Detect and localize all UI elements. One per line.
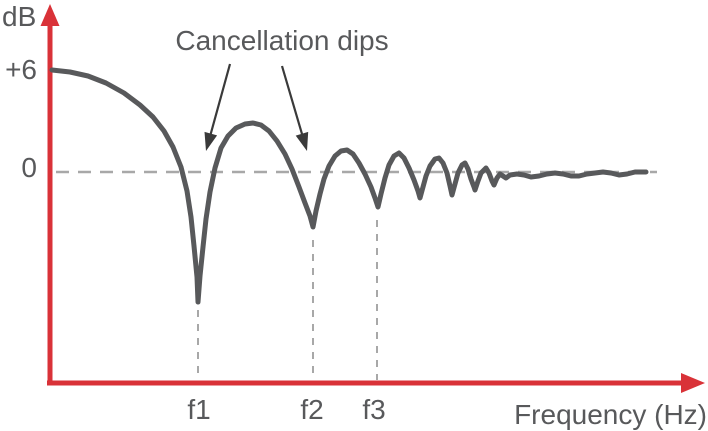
annotation-arrowhead-icon-right [295, 131, 309, 151]
xtick-f1-label: f1 [187, 394, 211, 425]
annotation-arrows [204, 63, 309, 151]
annotation-arrowhead-icon-left [204, 131, 218, 151]
xtick-f2-label: f2 [300, 394, 324, 425]
y-axis-arrowhead-icon [40, 4, 60, 26]
annotation-arrow-line-left [208, 63, 232, 138]
x-axis-label: Frequency (Hz) [514, 399, 707, 430]
frequency-response-curve [49, 67, 649, 305]
ytick-plus6-label: +6 [5, 54, 37, 85]
xtick-f3-label: f3 [362, 394, 386, 425]
x-axis-arrowhead-icon [681, 373, 705, 393]
y-axis-label: dB [2, 1, 37, 32]
dip-guide-lines [197, 220, 378, 380]
annotation-arrow-line-right [280, 65, 305, 138]
ytick-zero-label: 0 [21, 152, 37, 183]
annotation-text: Cancellation dips [175, 25, 389, 56]
